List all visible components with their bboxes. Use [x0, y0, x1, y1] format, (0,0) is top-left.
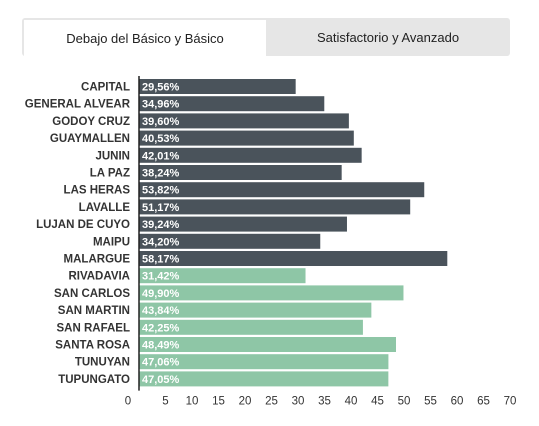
category-label: LUJAN DE CUYO	[36, 219, 130, 231]
x-tick-label: 40	[345, 396, 358, 408]
x-tick-label: 0	[125, 396, 131, 408]
x-tick-label: 70	[504, 396, 517, 408]
bar[interactable]	[139, 113, 349, 129]
category-label: CAPITAL	[81, 82, 130, 94]
x-tick-label: 25	[265, 396, 278, 408]
category-label: GODOY CRUZ	[52, 116, 130, 128]
category-label: MAIPU	[93, 236, 130, 248]
bar[interactable]	[139, 199, 411, 215]
bar[interactable]	[139, 371, 389, 387]
category-label: TUPUNGATO	[58, 374, 130, 386]
tab-debajo-basico[interactable]: Debajo del Básico y Básico	[24, 20, 266, 56]
data-label: 47,05%	[142, 374, 180, 386]
category-label: LA PAZ	[90, 168, 130, 180]
bar[interactable]	[139, 165, 342, 180]
x-tick-label: 5	[162, 396, 168, 408]
x-tick-label: 50	[398, 396, 411, 408]
x-tick-label: 45	[371, 396, 384, 408]
category-label: TUNUYAN	[75, 357, 130, 369]
data-label: 31,42%	[142, 271, 180, 283]
category-label: SAN CARLOS	[54, 288, 130, 300]
data-label: 53,82%	[142, 185, 180, 197]
bar[interactable]	[139, 285, 404, 301]
category-label: SAN MARTIN	[58, 305, 130, 317]
data-label: 39,24%	[142, 219, 180, 231]
bar[interactable]	[139, 302, 372, 318]
bar[interactable]	[139, 268, 306, 284]
data-label: 39,60%	[142, 116, 180, 128]
x-tick-label: 15	[212, 396, 225, 408]
data-label: 38,24%	[142, 168, 180, 180]
bar[interactable]	[139, 79, 296, 94]
x-tick-label: 55	[424, 396, 437, 408]
bar[interactable]	[139, 147, 362, 163]
data-label: 47,06%	[142, 357, 180, 369]
data-label: 49,90%	[142, 288, 180, 300]
category-label: RIVADAVIA	[68, 271, 130, 283]
bar[interactable]	[139, 354, 389, 370]
bar[interactable]	[139, 182, 425, 198]
tab-satisfactorio-avanzado[interactable]: Satisfactorio y Avanzado	[316, 29, 460, 45]
bar[interactable]	[139, 96, 325, 112]
x-tick-label: 10	[186, 396, 199, 408]
bar[interactable]	[139, 319, 363, 335]
data-label: 42,01%	[142, 150, 180, 162]
data-label: 34,20%	[142, 236, 180, 248]
data-label: 51,17%	[142, 202, 180, 214]
category-label: GENERAL ALVEAR	[25, 99, 131, 111]
x-tick-label: 60	[451, 396, 464, 408]
data-label: 40,53%	[142, 133, 180, 145]
data-label: 43,84%	[142, 305, 180, 317]
data-label: 58,17%	[142, 254, 180, 266]
category-label: SAN RAFAEL	[57, 322, 130, 334]
x-tick-label: 35	[318, 396, 331, 408]
data-label: 29,56%	[142, 82, 180, 94]
bar[interactable]	[139, 337, 396, 352]
data-label: 34,96%	[142, 99, 180, 111]
data-label: 48,49%	[142, 340, 180, 352]
category-label: LAS HERAS	[64, 185, 131, 197]
category-label: GUAYMALLEN	[50, 133, 130, 145]
category-label: JUNIN	[95, 150, 130, 162]
bar[interactable]	[139, 233, 321, 249]
category-label: LAVALLE	[79, 202, 131, 214]
data-label: 42,25%	[142, 322, 180, 334]
x-tick-label: 65	[477, 396, 490, 408]
bar[interactable]	[139, 251, 448, 266]
x-tick-label: 30	[292, 396, 305, 408]
category-label: MALARGUE	[64, 254, 131, 266]
category-label: SANTA ROSA	[55, 340, 130, 352]
tab-bar: Debajo del Básico y Básico Satisfactorio…	[22, 18, 510, 56]
bar[interactable]	[139, 216, 347, 232]
x-tick-label: 20	[239, 396, 252, 408]
bar[interactable]	[139, 130, 354, 146]
